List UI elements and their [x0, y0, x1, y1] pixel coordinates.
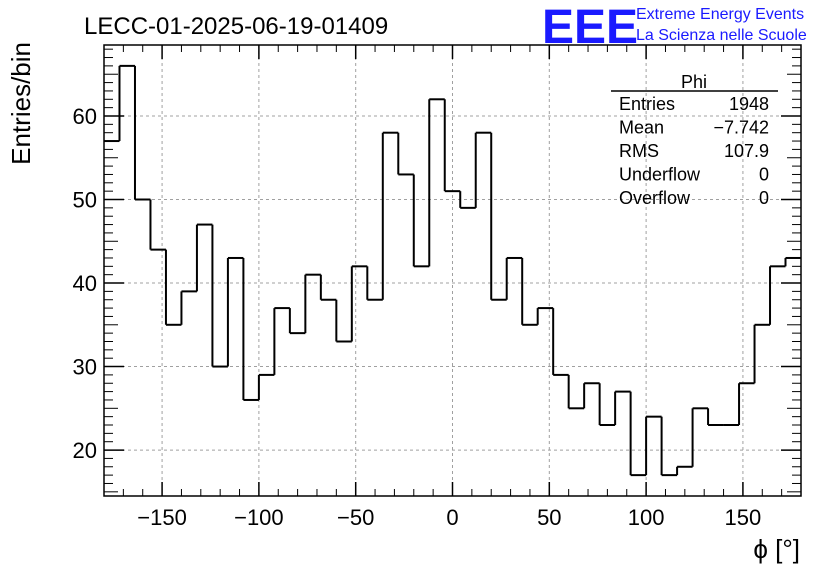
- y-tick-label: 60: [73, 104, 97, 129]
- y-tick-label: 40: [73, 271, 97, 296]
- stats-row-value: 0: [759, 165, 769, 185]
- stats-row-label: Overflow: [619, 188, 691, 208]
- logo-mark: EEE: [542, 1, 638, 54]
- stats-row-value: 0: [759, 188, 769, 208]
- axis-ticks: [103, 45, 802, 496]
- chart-title: LECC-01-2025-06-19-01409: [84, 13, 388, 40]
- eee-logo: EEE Extreme Energy Events La Scienza nel…: [542, 1, 807, 54]
- stats-box: Phi Entries 1948 Mean −7.742 RMS 107.9 Underfl…: [611, 72, 778, 208]
- stats-row-value: −7.742: [713, 118, 769, 138]
- stats-box-title: Phi: [681, 72, 707, 92]
- y-tick-label: 30: [73, 355, 97, 380]
- x-tick-label: 50: [537, 505, 561, 530]
- logo-line-1: Extreme Energy Events: [636, 6, 804, 23]
- y-axis-label: Entries/bin: [6, 42, 36, 165]
- x-tick-label: −100: [234, 505, 284, 530]
- stats-row-label: RMS: [619, 141, 659, 161]
- stats-row-label: Underflow: [619, 165, 701, 185]
- x-tick-label: 100: [628, 505, 665, 530]
- logo-line-2: La Scienza nelle Scuole: [636, 27, 807, 44]
- stats-row-label: Entries: [619, 94, 675, 114]
- grid-lines: [104, 45, 801, 496]
- x-tick-label: 0: [446, 505, 458, 530]
- x-tick-label: 150: [725, 505, 762, 530]
- histogram-bins: [104, 64, 801, 477]
- tick-labels: −150 −100 −50 0 50 100 150 20 30 40 50 60: [73, 104, 762, 530]
- x-tick-label: −50: [337, 505, 374, 530]
- x-axis-label: ϕ [°]: [753, 534, 800, 564]
- y-tick-label: 20: [73, 438, 97, 463]
- stats-box-rows: Entries 1948 Mean −7.742 RMS 107.9 Underflow 0 O…: [619, 94, 769, 208]
- y-tick-label: 50: [73, 188, 97, 213]
- x-tick-label: −150: [137, 505, 187, 530]
- stats-row-label: Mean: [619, 118, 664, 138]
- stats-row-value: 107.9: [724, 141, 769, 161]
- stats-row-value: 1948: [729, 94, 769, 114]
